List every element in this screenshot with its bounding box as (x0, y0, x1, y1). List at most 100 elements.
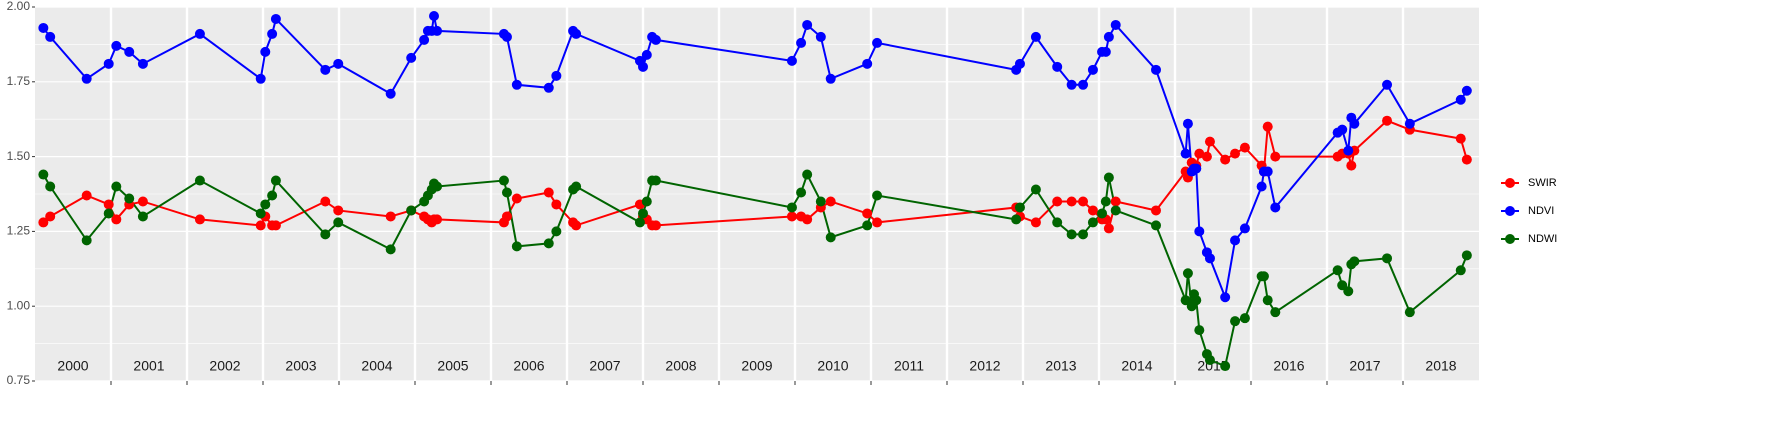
data-point (320, 196, 331, 207)
data-point (385, 211, 396, 222)
legend-label: NDVI (1528, 205, 1554, 217)
data-point (1220, 292, 1231, 303)
data-point (1270, 202, 1281, 213)
x-tick-label: 2016 (1273, 358, 1304, 374)
data-point (1110, 196, 1121, 207)
data-point (634, 217, 645, 228)
data-point (511, 193, 522, 204)
data-point (38, 22, 49, 33)
data-point (333, 217, 344, 228)
data-point (1461, 85, 1472, 96)
data-point (432, 181, 443, 192)
data-point (641, 49, 652, 60)
data-point (194, 214, 205, 225)
x-tick-label: 2014 (1121, 358, 1152, 374)
data-point (501, 187, 512, 198)
data-point (825, 73, 836, 84)
data-point (1182, 268, 1193, 279)
x-tick-label: 2008 (665, 358, 696, 374)
data-point (862, 208, 873, 219)
data-point (1030, 31, 1041, 42)
data-point (406, 205, 417, 216)
data-point (1455, 265, 1466, 276)
data-point (1455, 94, 1466, 105)
legend-symbol (1505, 206, 1515, 216)
data-point (815, 196, 826, 207)
data-point (45, 31, 56, 42)
x-tick-label: 2011 (894, 358, 924, 374)
x-tick-label: 2001 (133, 358, 164, 374)
data-point (1404, 118, 1415, 129)
data-point (1151, 205, 1161, 216)
data-point (1262, 121, 1273, 132)
y-tick-label: 1.50 (7, 149, 31, 163)
data-point (1097, 208, 1108, 219)
data-point (511, 79, 522, 90)
y-tick-label: 2.00 (7, 0, 31, 13)
y-tick-label: 1.75 (7, 74, 31, 88)
data-point (1194, 325, 1205, 336)
legend: SWIR NDVI NDWI (1501, 177, 1557, 245)
data-point (1011, 214, 1022, 225)
data-point (270, 220, 281, 231)
data-point (1343, 145, 1354, 156)
x-tick-label: 2002 (209, 358, 240, 374)
data-point (571, 181, 582, 192)
data-point (260, 199, 271, 210)
data-point (1151, 64, 1161, 75)
x-tick-label: 2018 (1425, 358, 1456, 374)
data-point (862, 58, 873, 69)
data-point (825, 196, 836, 207)
data-point (194, 28, 205, 39)
x-tick-label: 2009 (741, 358, 772, 374)
data-point (543, 238, 554, 249)
x-tick-label: 2010 (817, 358, 848, 374)
data-point (1230, 235, 1241, 246)
data-point (333, 205, 344, 216)
series-line (42, 119, 1468, 232)
data-point (872, 217, 883, 228)
data-point (1151, 220, 1161, 231)
data-point (1204, 253, 1215, 264)
data-point (1066, 196, 1077, 207)
data-point (255, 220, 266, 231)
data-point (124, 193, 135, 204)
data-point (1258, 271, 1269, 282)
data-point (571, 28, 582, 39)
data-point (1194, 148, 1205, 159)
data-point (862, 220, 873, 231)
x-tick-label: 2003 (285, 358, 316, 374)
data-point (1220, 361, 1231, 372)
data-point (124, 46, 135, 57)
data-point (638, 61, 648, 72)
data-point (1066, 79, 1077, 90)
data-point (267, 28, 278, 39)
data-point (1382, 79, 1393, 90)
data-point (650, 175, 661, 186)
series-line (42, 171, 1468, 368)
data-point (1461, 250, 1472, 261)
data-point (1230, 316, 1241, 327)
data-point (255, 73, 266, 84)
data-point (1100, 196, 1111, 207)
data-point (81, 73, 92, 84)
data-point (111, 40, 122, 51)
data-point (1382, 253, 1393, 264)
data-point (1087, 64, 1098, 75)
data-point (498, 175, 509, 186)
data-point (385, 244, 396, 255)
data-point (1262, 166, 1273, 177)
x-tick-label: 2006 (513, 358, 544, 374)
data-point (38, 169, 49, 180)
data-point (825, 232, 836, 243)
data-point (320, 64, 331, 75)
data-point (543, 82, 554, 93)
data-point (1256, 181, 1267, 192)
data-point (1087, 217, 1098, 228)
data-point (406, 52, 417, 63)
data-point (1182, 118, 1193, 129)
data-point (1103, 31, 1114, 42)
data-point (1349, 256, 1360, 267)
data-point (137, 196, 148, 207)
